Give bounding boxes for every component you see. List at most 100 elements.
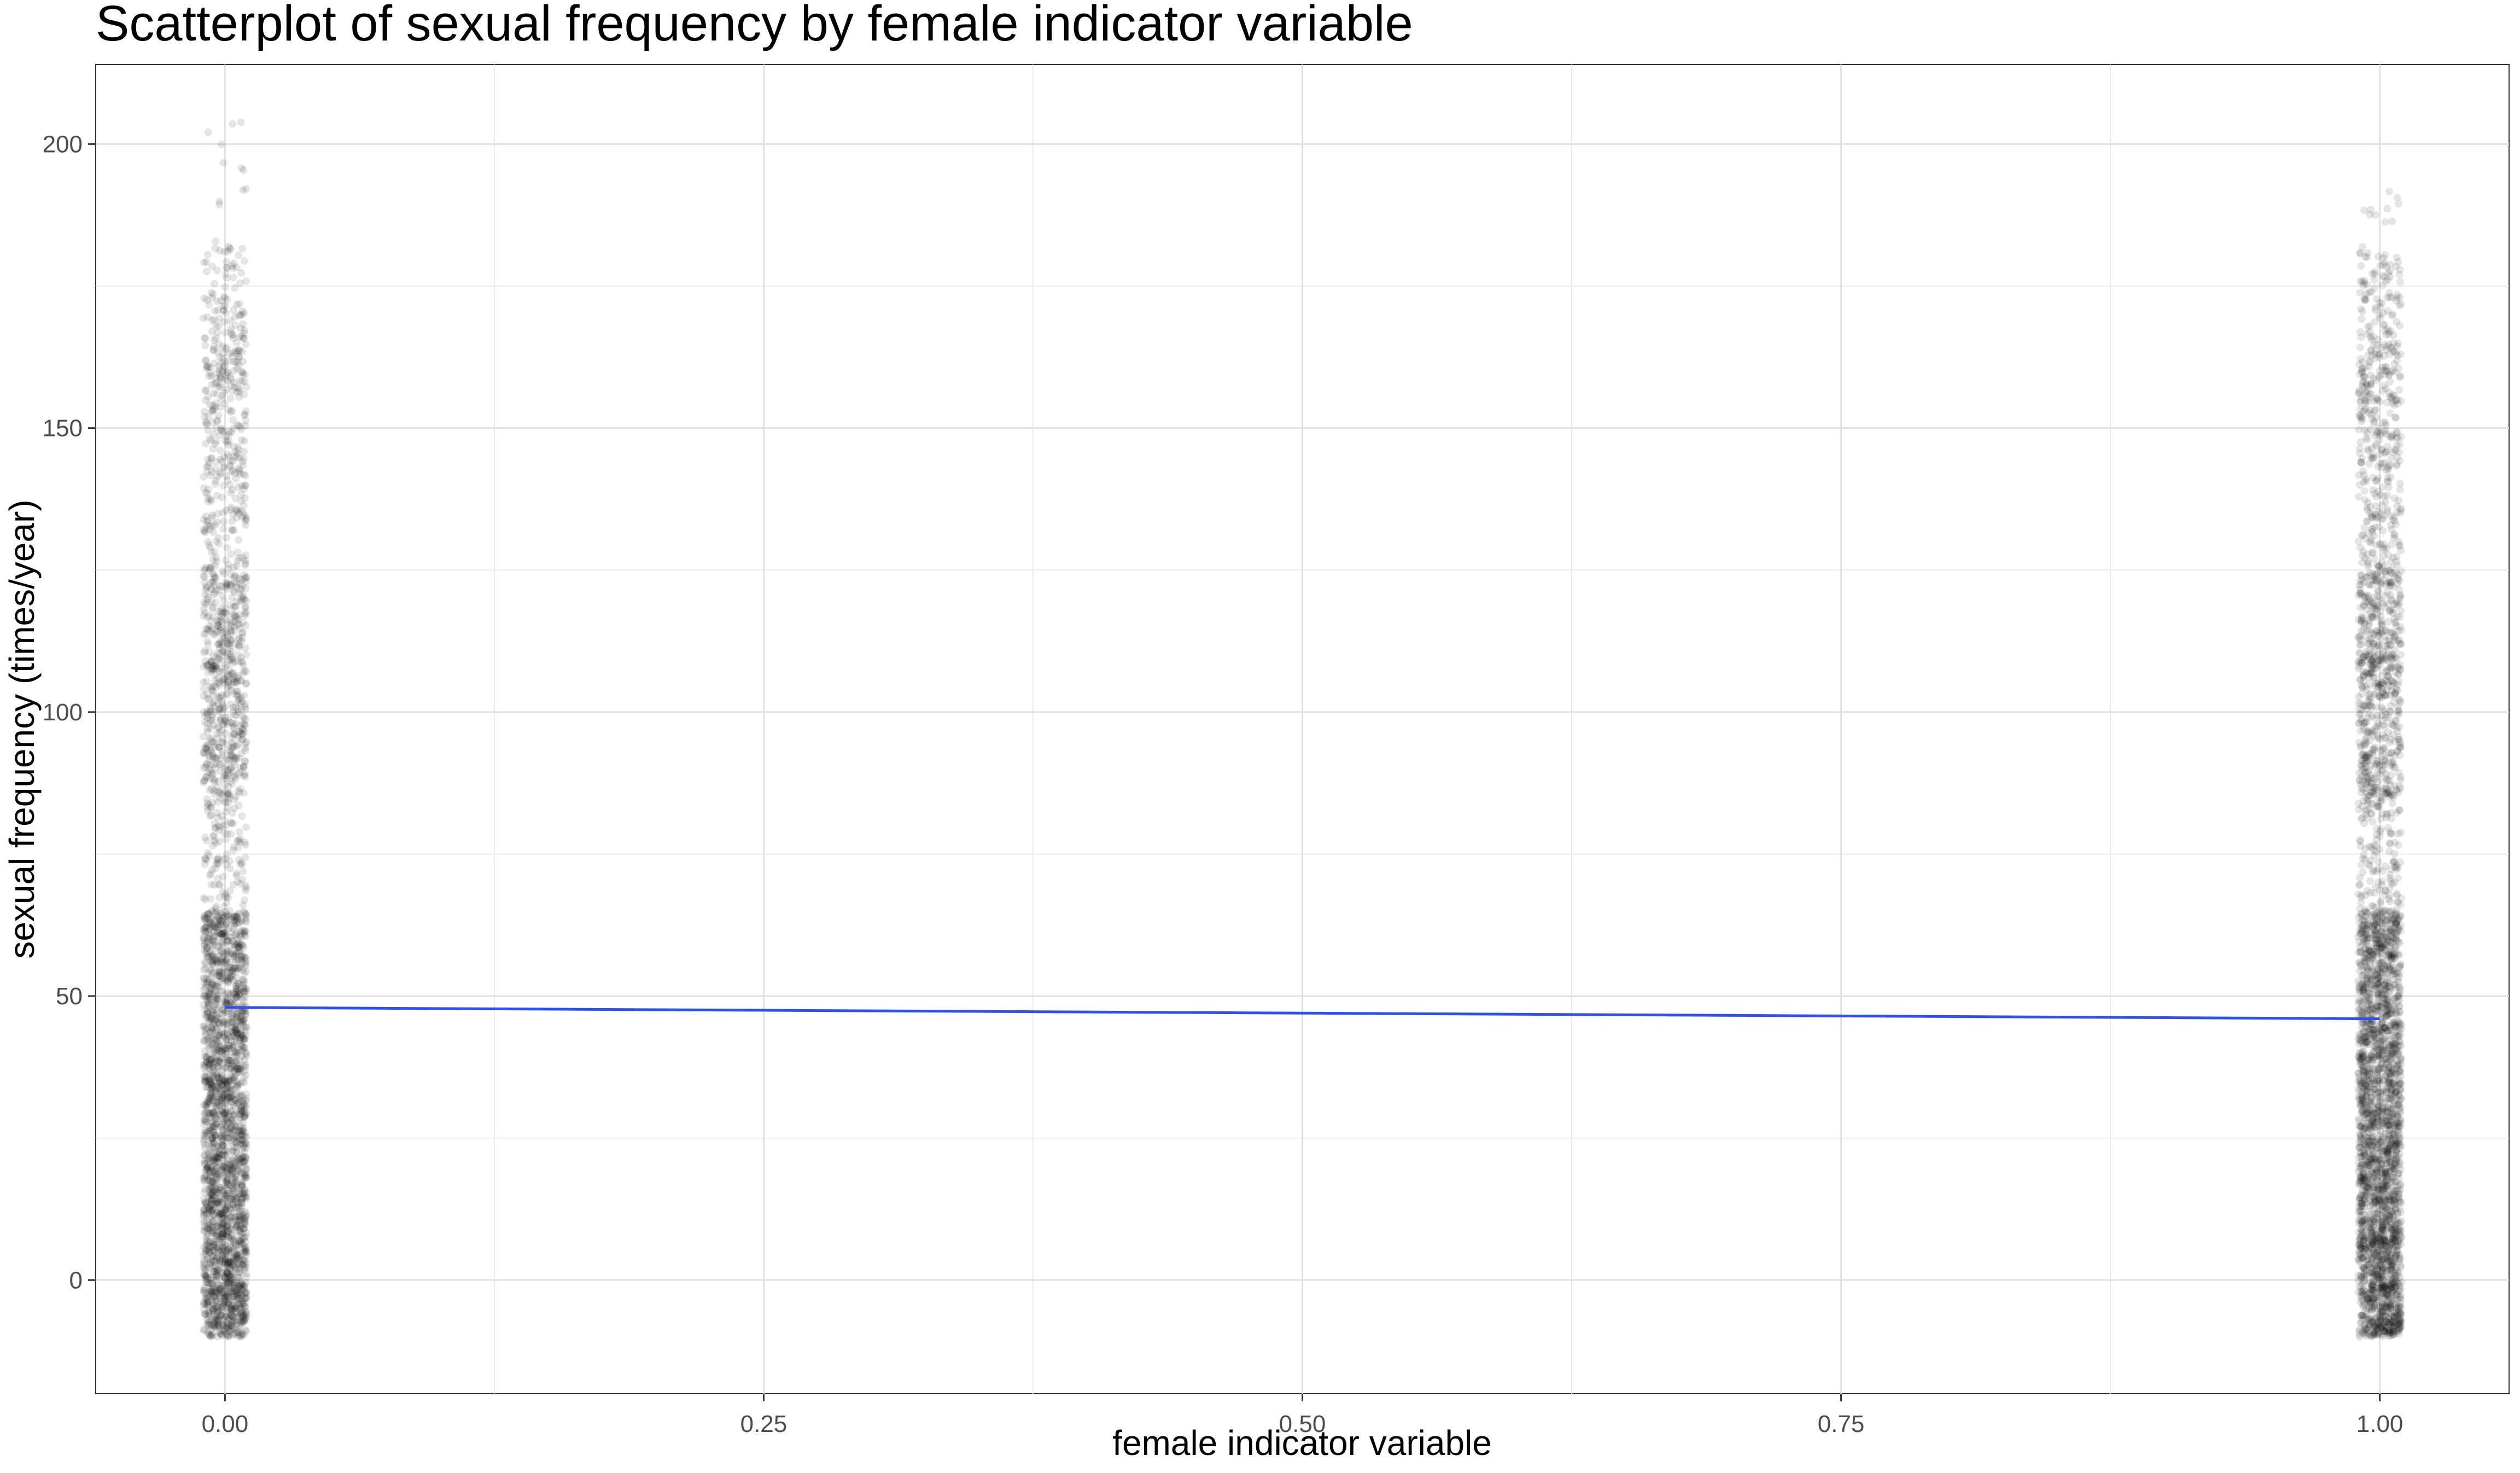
- scatter-point: [242, 521, 249, 529]
- scatter-point: [240, 976, 247, 983]
- scatter-point: [208, 1059, 216, 1067]
- scatter-point: [228, 407, 236, 415]
- scatter-point: [2393, 1326, 2401, 1334]
- scatter-point: [211, 307, 219, 315]
- scatter-point: [2360, 1181, 2367, 1189]
- scatter-point: [200, 733, 207, 741]
- scatter-point: [207, 1157, 215, 1165]
- scatter-point: [242, 1072, 250, 1079]
- scatter-point: [2394, 1171, 2402, 1178]
- scatter-point: [205, 852, 213, 859]
- scatter-point: [209, 832, 217, 840]
- scatter-point: [232, 950, 240, 957]
- scatter-point: [220, 676, 228, 684]
- scatter-point: [205, 979, 213, 986]
- scatter-point: [242, 422, 249, 429]
- scatter-point: [2387, 1304, 2395, 1312]
- scatter-point: [2394, 1198, 2402, 1206]
- scatter-point: [215, 322, 223, 330]
- scatter-point: [225, 979, 232, 987]
- scatter-point: [215, 198, 223, 206]
- scatter-point: [217, 447, 224, 455]
- scatter-point: [207, 1124, 214, 1132]
- scatter-point: [209, 752, 217, 760]
- scatter-point: [241, 1008, 248, 1016]
- scatter-point: [215, 913, 223, 921]
- scatter-point: [202, 625, 210, 633]
- scatter-point: [238, 333, 246, 340]
- scatter-point: [235, 787, 242, 795]
- scatter-point: [203, 803, 211, 811]
- scatter-point: [201, 1078, 209, 1086]
- scatter-point: [2355, 1165, 2363, 1172]
- scatter-point: [209, 1211, 217, 1219]
- scatter-point: [233, 1029, 241, 1037]
- scatter-point: [205, 612, 213, 620]
- scatter-point: [205, 462, 212, 470]
- scatter-point: [228, 331, 236, 339]
- scatter-point: [225, 561, 232, 568]
- scatter-point: [214, 621, 221, 628]
- scatter-point: [230, 367, 238, 375]
- scatter-point: [2381, 1292, 2389, 1300]
- scatter-point: [234, 843, 242, 851]
- scatter-point: [238, 812, 246, 820]
- scatter-point: [242, 1133, 250, 1140]
- scatter-point: [2393, 1178, 2400, 1185]
- scatter-point: [230, 1255, 238, 1263]
- scatter-point: [221, 1273, 229, 1281]
- scatter-point: [209, 738, 217, 746]
- scatter-point: [203, 915, 211, 922]
- scatter-point: [201, 579, 209, 587]
- scatter-point: [211, 1322, 219, 1330]
- scatter-point: [2383, 1146, 2390, 1154]
- scatter-point: [220, 159, 228, 167]
- scatter-point: [236, 1265, 243, 1272]
- scatter-point: [240, 166, 247, 174]
- scatter-point: [240, 470, 248, 478]
- scatter-point: [214, 1045, 222, 1053]
- scatter-point: [212, 665, 220, 673]
- scatter-point: [229, 517, 236, 525]
- scatter-point: [212, 967, 219, 974]
- scatter-point: [209, 1247, 217, 1254]
- scatter-point: [223, 264, 230, 271]
- scatter-point: [2356, 1333, 2364, 1341]
- scatter-point: [236, 280, 244, 287]
- scatter-point: [239, 713, 247, 720]
- scatter-point: [222, 836, 230, 843]
- scatter-point: [212, 237, 219, 245]
- scatter-point: [2387, 1270, 2395, 1278]
- scatter-point: [230, 708, 237, 715]
- scatter-point: [212, 824, 219, 832]
- scatter-point: [203, 258, 211, 266]
- scatter-point: [223, 691, 231, 699]
- scatter-point: [210, 941, 218, 948]
- scatter-point: [231, 1305, 238, 1312]
- scatter-point: [231, 676, 238, 684]
- scatter-point: [200, 1195, 208, 1203]
- scatter-point: [214, 1199, 221, 1207]
- scatter-point: [219, 1129, 226, 1137]
- scatter-point: [242, 1140, 249, 1148]
- scatter-point: [2370, 1210, 2378, 1218]
- scatter-point: [2375, 1307, 2382, 1315]
- scatter-point: [238, 1092, 246, 1100]
- scatter-point: [202, 564, 210, 572]
- scatter-point: [2367, 1227, 2375, 1235]
- scatter-point: [234, 942, 242, 950]
- scatter-point: [223, 310, 230, 317]
- scatter-point: [2391, 1258, 2399, 1266]
- scatter-point: [201, 591, 209, 598]
- scatter-point: [236, 1080, 244, 1087]
- scatter-point: [209, 1082, 217, 1090]
- scatter-point: [232, 507, 240, 515]
- scatter-point: [203, 795, 211, 803]
- scatter-point: [206, 526, 214, 533]
- scatter-point: [204, 251, 212, 259]
- scatter-point: [218, 969, 226, 977]
- scatter-point: [225, 1056, 233, 1064]
- scatter-point: [242, 1270, 250, 1277]
- scatter-point: [242, 557, 249, 564]
- scatter-point: [216, 644, 224, 652]
